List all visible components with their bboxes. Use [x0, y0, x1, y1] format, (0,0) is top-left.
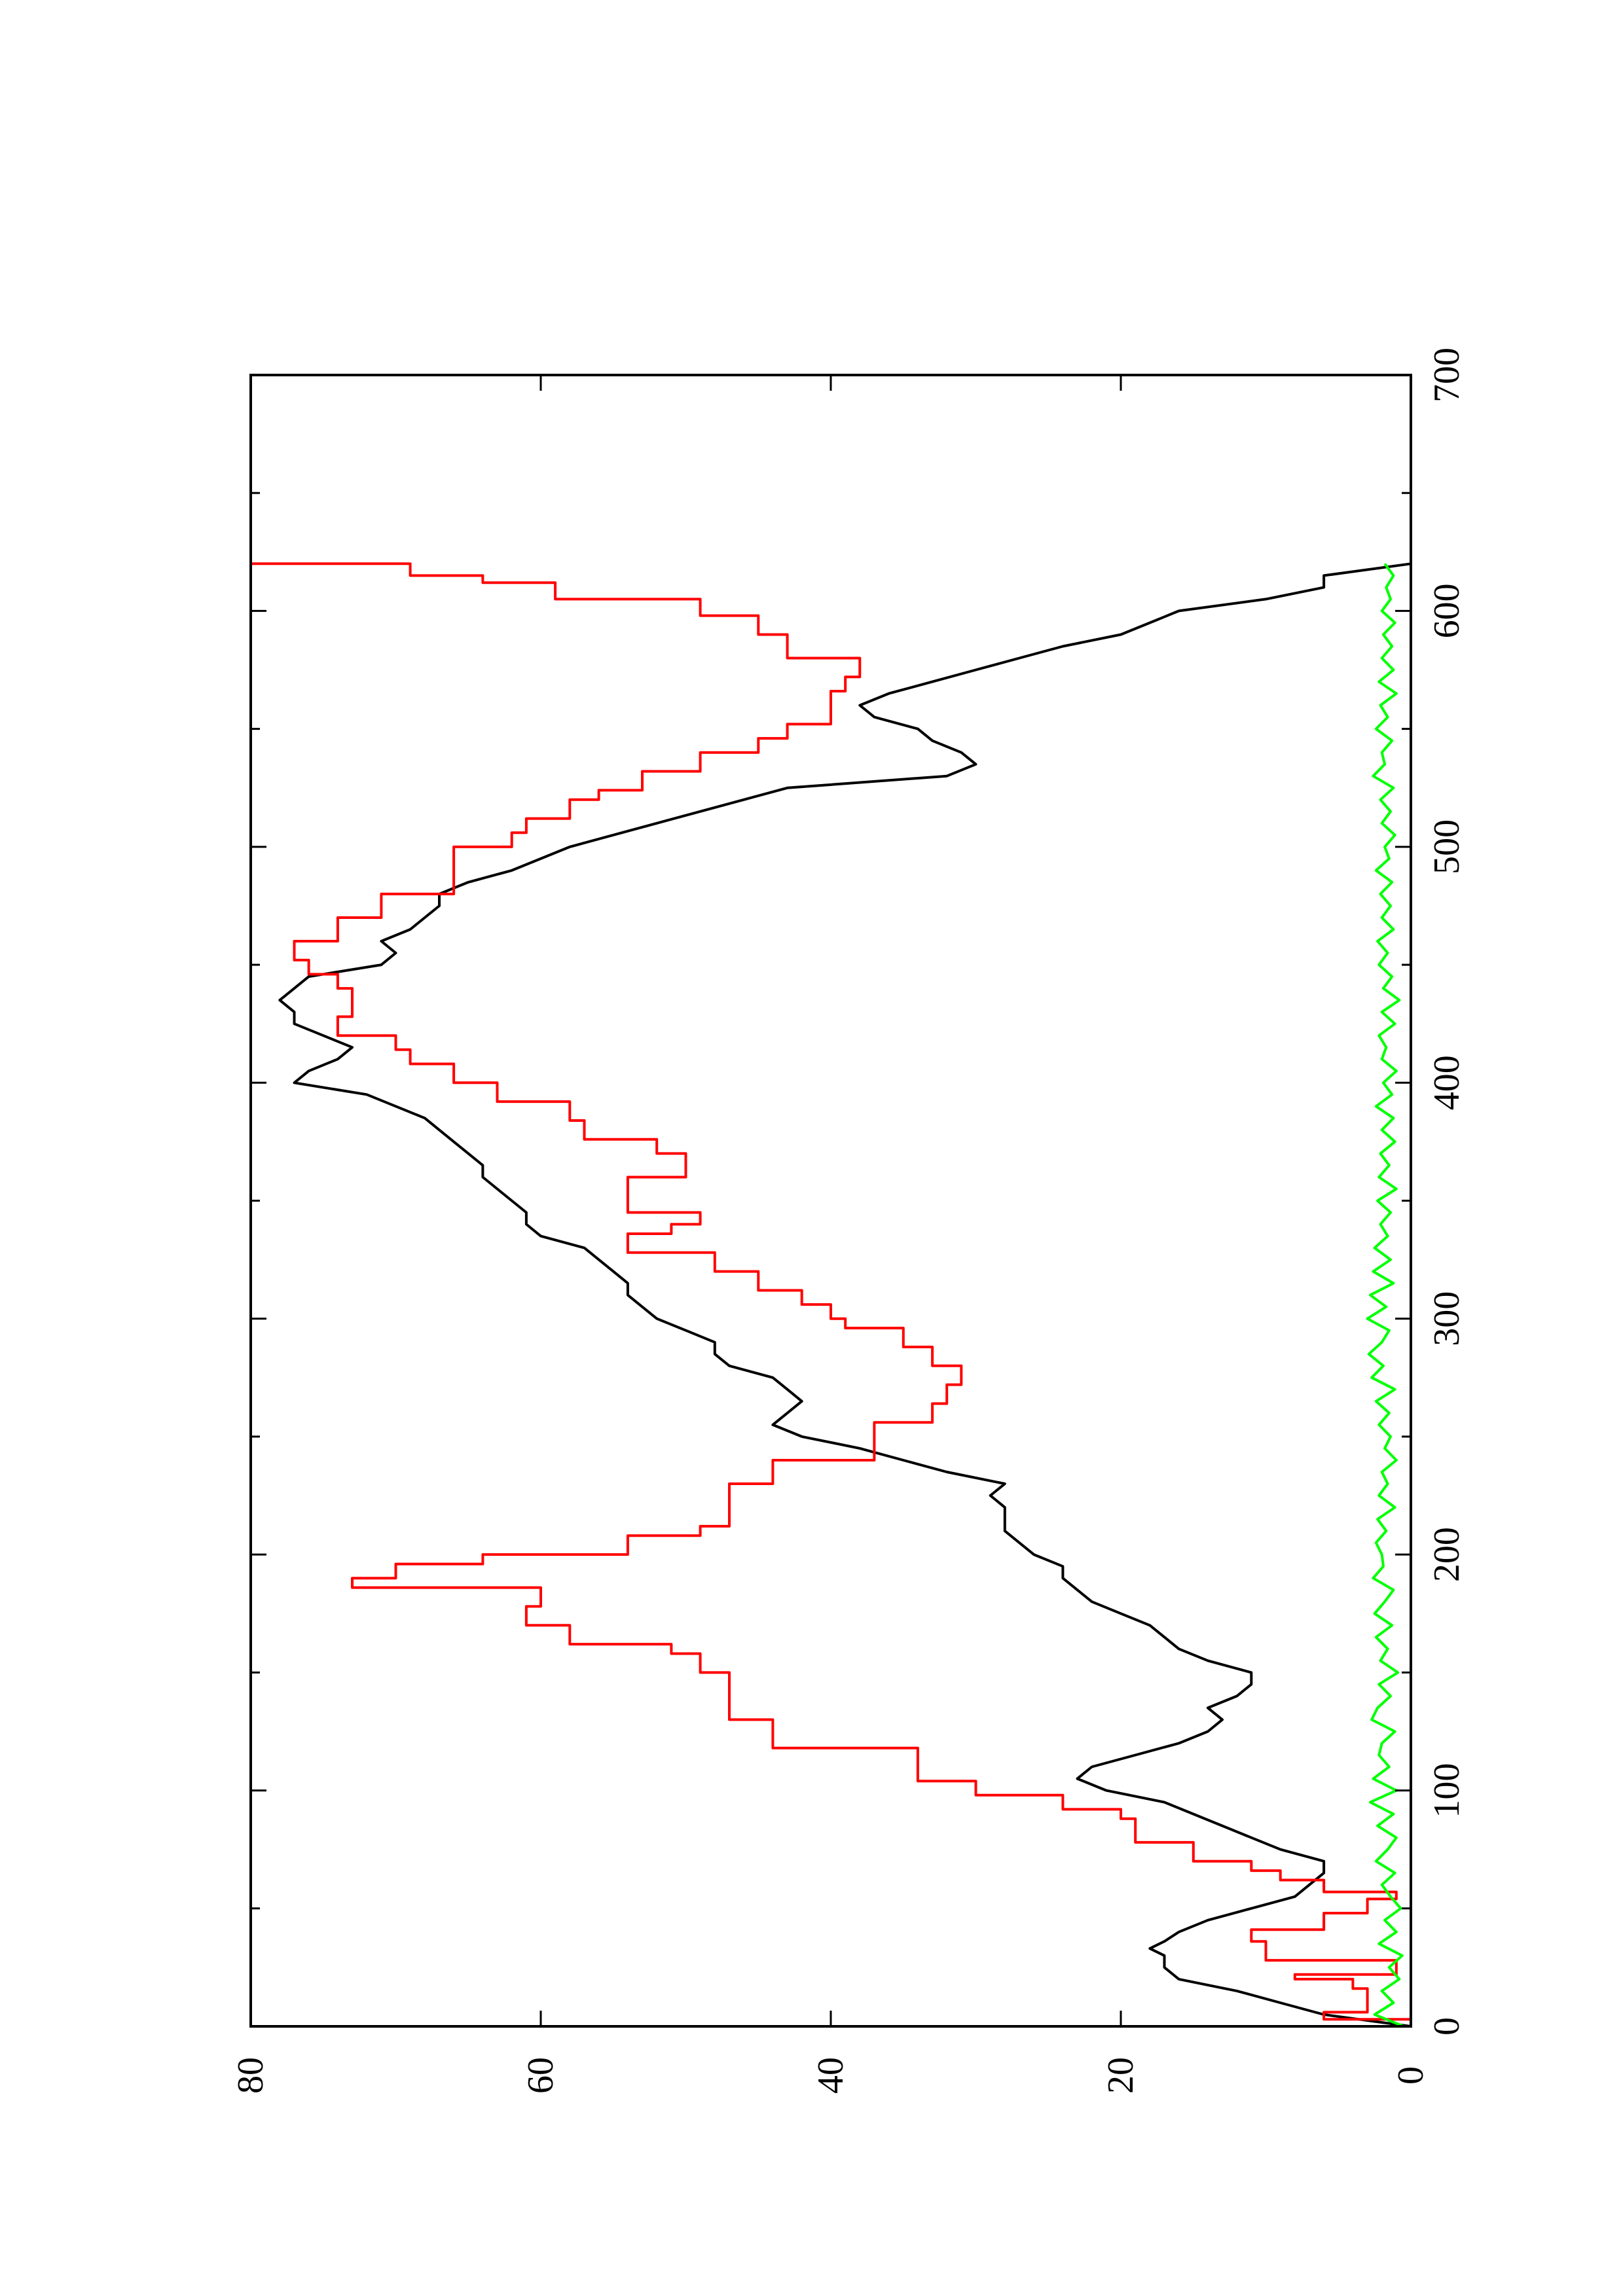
tick-layer	[249, 374, 1412, 2028]
series-line-2	[251, 562, 1412, 2026]
plot-frame	[249, 374, 1412, 2028]
x-tick-label: 600	[1427, 583, 1467, 638]
x-tick-label: 100	[1427, 1763, 1467, 1818]
y-tick-label: 0	[1391, 2066, 1431, 2085]
x-tick-label: 200	[1427, 1527, 1467, 1582]
series-line-1	[278, 562, 1412, 2028]
x-tick-label: 400	[1427, 1055, 1467, 1110]
x-tick-label: 700	[1427, 348, 1467, 403]
series-line-3	[1366, 563, 1404, 2028]
y-tick-label: 20	[1101, 2057, 1141, 2094]
x-tick-label: 500	[1427, 819, 1467, 874]
x-tick-label: 300	[1427, 1291, 1467, 1346]
series-layer	[251, 562, 1412, 2028]
tick-label-layer: 0 100 200 300 400 500 600 700 0 20 40 60 80	[230, 348, 1467, 2094]
y-tick-label: 80	[230, 2057, 271, 2094]
y-tick-label: 60	[520, 2057, 561, 2094]
y-tick-label: 40	[811, 2057, 851, 2094]
x-tick-label: 0	[1427, 2017, 1467, 2036]
